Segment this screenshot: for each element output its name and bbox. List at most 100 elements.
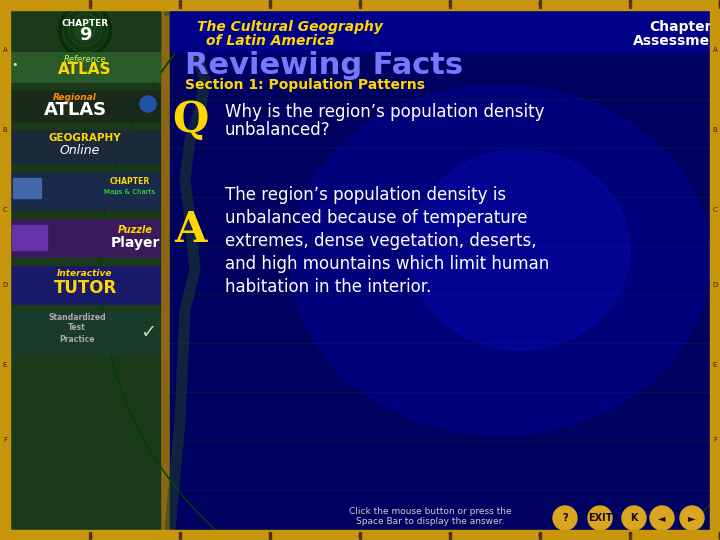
Bar: [10, 219, 160, 257]
Bar: [12, 225, 47, 250]
Text: unbalanced?: unbalanced?: [225, 121, 330, 139]
Text: ?: ?: [562, 513, 568, 523]
Text: 3: 3: [268, 533, 272, 539]
Bar: [10, 310, 160, 354]
Text: F: F: [3, 437, 7, 443]
Text: B: B: [3, 127, 7, 133]
Text: ►: ►: [688, 513, 696, 523]
Text: Test: Test: [68, 323, 86, 333]
Circle shape: [553, 506, 577, 530]
Text: Reference: Reference: [63, 56, 107, 64]
Text: Practice: Practice: [59, 334, 95, 343]
Text: K: K: [630, 513, 638, 523]
Text: 1: 1: [88, 533, 92, 539]
Bar: [179, 0, 181, 8]
Text: E: E: [713, 362, 717, 368]
Text: A: A: [713, 47, 717, 53]
Circle shape: [680, 506, 704, 530]
Circle shape: [73, 18, 97, 42]
Text: TUTOR: TUTOR: [53, 279, 117, 297]
Bar: [89, 0, 91, 8]
Bar: [449, 532, 451, 540]
Bar: [629, 0, 631, 8]
Circle shape: [588, 506, 612, 530]
Bar: [359, 0, 361, 8]
Bar: [10, 266, 160, 304]
Text: Click the mouse button or press the: Click the mouse button or press the: [348, 507, 511, 516]
Text: of Latin America: of Latin America: [206, 34, 334, 48]
Bar: [0, 0, 10, 540]
Text: 6: 6: [538, 533, 542, 539]
Ellipse shape: [410, 150, 630, 350]
Text: Space Bar to display the answer.: Space Bar to display the answer.: [356, 516, 504, 525]
Bar: [269, 532, 271, 540]
Text: extremes, dense vegetation, deserts,: extremes, dense vegetation, deserts,: [225, 232, 536, 250]
Circle shape: [65, 10, 105, 50]
Bar: [710, 0, 720, 540]
Bar: [10, 10, 160, 52]
Text: 4: 4: [358, 533, 362, 539]
Text: C: C: [3, 207, 7, 213]
Text: and high mountains which limit human: and high mountains which limit human: [225, 255, 549, 273]
Text: 9: 9: [78, 26, 91, 44]
Text: 5: 5: [448, 1, 452, 7]
Text: Player: Player: [110, 236, 160, 250]
Ellipse shape: [290, 85, 710, 435]
Text: •: •: [12, 60, 18, 70]
Bar: [449, 0, 451, 8]
Bar: [0, 0, 720, 10]
Bar: [629, 532, 631, 540]
Text: CHAPTER: CHAPTER: [61, 19, 109, 29]
Bar: [0, 530, 720, 540]
Text: Assessment: Assessment: [633, 34, 720, 48]
Circle shape: [622, 506, 646, 530]
Text: Q: Q: [172, 99, 208, 141]
Text: F: F: [713, 437, 717, 443]
Text: The region’s population density is: The region’s population density is: [225, 186, 506, 204]
Text: EXIT: EXIT: [588, 513, 612, 523]
Text: D: D: [2, 282, 8, 288]
Circle shape: [57, 2, 113, 58]
Text: 2: 2: [178, 1, 182, 7]
Bar: [89, 532, 91, 540]
Bar: [170, 10, 710, 530]
Text: C: C: [713, 207, 717, 213]
Text: Section 1: Population Patterns: Section 1: Population Patterns: [185, 78, 425, 92]
Text: 7: 7: [628, 533, 632, 539]
Bar: [13, 178, 41, 198]
Bar: [539, 0, 541, 8]
Text: ◄: ◄: [658, 513, 666, 523]
Bar: [10, 172, 160, 210]
Text: ATLAS: ATLAS: [58, 63, 112, 78]
Text: Online: Online: [60, 144, 100, 157]
Text: Reviewing Facts: Reviewing Facts: [185, 51, 463, 80]
Text: Chapter: Chapter: [649, 20, 711, 34]
Bar: [359, 532, 361, 540]
Text: 4: 4: [358, 1, 362, 7]
Text: D: D: [712, 282, 718, 288]
Text: GEOGRAPHY: GEOGRAPHY: [49, 133, 121, 143]
Text: Why is the region’s population density: Why is the region’s population density: [225, 103, 544, 121]
Bar: [179, 532, 181, 540]
Text: 1: 1: [88, 1, 92, 7]
Text: A: A: [3, 47, 7, 53]
Text: 8: 8: [718, 1, 720, 7]
Text: Maps & Charts: Maps & Charts: [104, 189, 156, 195]
Bar: [10, 10, 160, 530]
Bar: [539, 532, 541, 540]
Text: B: B: [713, 127, 717, 133]
Bar: [170, 10, 710, 52]
Circle shape: [77, 22, 93, 38]
Text: unbalanced because of temperature: unbalanced because of temperature: [225, 209, 528, 227]
Bar: [269, 0, 271, 8]
Text: habitation in the interior.: habitation in the interior.: [225, 278, 431, 296]
Bar: [719, 0, 720, 8]
Text: The Cultural Geography: The Cultural Geography: [197, 20, 383, 34]
Text: E: E: [3, 362, 7, 368]
Circle shape: [61, 6, 109, 54]
Text: 3: 3: [268, 1, 272, 7]
Text: ✓: ✓: [140, 322, 156, 341]
Text: Standardized: Standardized: [48, 313, 106, 321]
Text: ATLAS: ATLAS: [43, 101, 107, 119]
Text: 5: 5: [448, 533, 452, 539]
